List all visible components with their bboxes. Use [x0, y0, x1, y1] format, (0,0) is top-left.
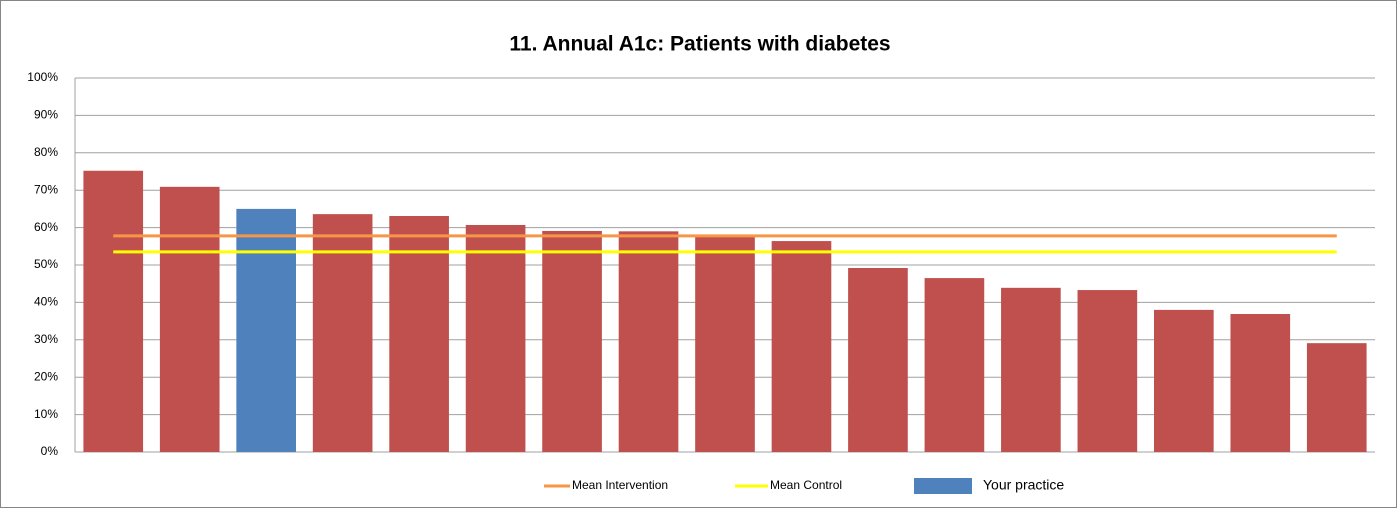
y-tick-label: 50%: [34, 257, 58, 271]
y-tick-label: 20%: [34, 369, 58, 383]
y-tick-label: 60%: [34, 220, 58, 234]
bar: [924, 278, 985, 452]
y-tick-label: 80%: [34, 145, 58, 159]
bar: [83, 170, 144, 452]
bar: [695, 235, 755, 452]
legend-label: Mean Intervention: [572, 478, 668, 492]
bar: [1077, 290, 1138, 452]
bar: [236, 208, 296, 452]
y-tick-label: 10%: [34, 407, 58, 421]
legend-label: Mean Control: [770, 478, 842, 492]
legend-label: Your practice: [983, 477, 1064, 493]
y-tick-label: 0%: [41, 444, 59, 458]
bar: [1230, 313, 1291, 452]
y-tick-label: 100%: [27, 70, 58, 84]
bar: [848, 267, 908, 452]
bar: [389, 216, 449, 452]
chart-title: 11. Annual A1c: Patients with diabetes: [509, 33, 890, 56]
bar: [159, 186, 220, 453]
bar: [771, 241, 832, 452]
bar: [1306, 343, 1367, 452]
y-tick-label: 30%: [34, 332, 58, 346]
bar: [542, 230, 602, 452]
bar: [1001, 287, 1061, 452]
y-tick-label: 40%: [34, 295, 58, 309]
y-tick-label: 90%: [34, 108, 58, 122]
bar: [1154, 309, 1214, 452]
y-tick-label: 70%: [34, 182, 58, 196]
bar: [312, 214, 373, 452]
bar: [465, 224, 526, 452]
legend-swatch: [914, 478, 972, 494]
bar: [618, 231, 679, 452]
